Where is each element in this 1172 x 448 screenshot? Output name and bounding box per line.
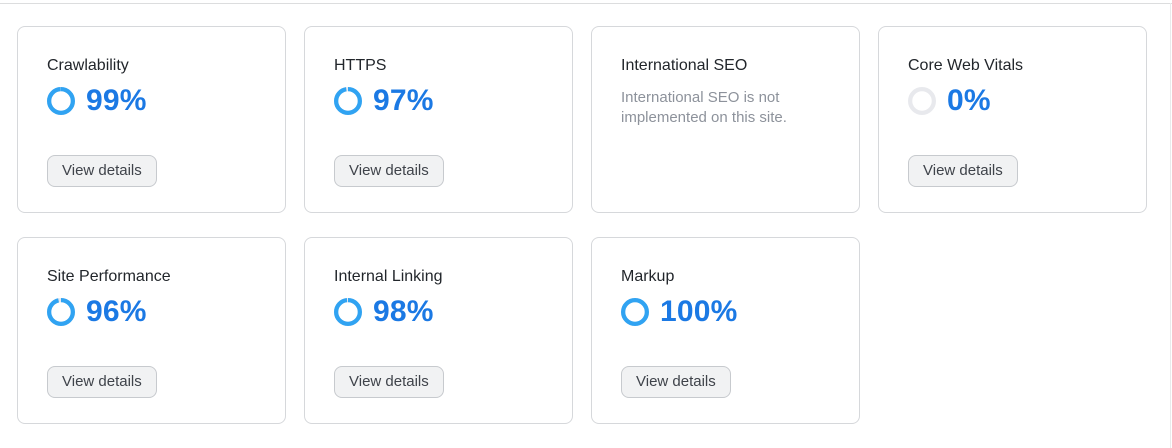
progress-ring-icon [621,298,649,326]
score-row: 98% [334,297,434,327]
progress-ring-icon [334,298,362,326]
card-title: HTTPS [334,57,387,74]
view-details-button[interactable]: View details [47,155,157,187]
card-core-web-vitals: Core Web Vitals 0% View details [878,26,1147,213]
score-row: 97% [334,86,434,116]
card-title: Crawlability [47,57,129,74]
card-https: HTTPS 97% View details [304,26,573,213]
card-title: Internal Linking [334,268,443,285]
view-details-button[interactable]: View details [47,366,157,398]
card-title: Core Web Vitals [908,57,1024,74]
card-markup: Markup 100% View details [591,237,860,424]
view-details-button[interactable]: View details [334,155,444,187]
progress-ring-icon [908,87,936,115]
thematic-reports-grid: Crawlability 99% View details HTTPS 97% … [17,26,1147,424]
ring-track [908,87,936,115]
top-divider [0,3,1172,4]
progress-ring-icon [334,87,362,115]
card-international-seo: International SEO International SEO is n… [591,26,860,213]
card-title: International SEO [621,57,748,74]
score-percent: 99% [86,84,147,117]
ring-progress [47,87,75,115]
view-details-button[interactable]: View details [334,366,444,398]
card-internal-linking: Internal Linking 98% View details [304,237,573,424]
card-title: Markup [621,268,675,285]
ring-progress [621,298,649,326]
card-site-performance: Site Performance 96% View details [17,237,286,424]
score-percent: 0% [947,84,991,117]
card-crawlability: Crawlability 99% View details [17,26,286,213]
score-row: 96% [47,297,147,327]
view-details-button[interactable]: View details [621,366,731,398]
card-description: International SEO is not implemented on … [621,89,787,126]
ring-progress [47,298,75,326]
score-percent: 96% [86,295,147,328]
score-percent: 97% [373,84,434,117]
score-percent: 98% [373,295,434,328]
score-row: 0% [908,86,991,116]
score-row: 99% [47,86,147,116]
card-title: Site Performance [47,268,171,285]
progress-ring-icon [47,87,75,115]
view-details-button[interactable]: View details [908,155,1018,187]
right-divider [1170,3,1171,448]
ring-progress [334,298,362,326]
score-percent: 100% [660,295,738,328]
ring-progress [334,87,362,115]
progress-ring-icon [47,298,75,326]
score-row: 100% [621,297,738,327]
